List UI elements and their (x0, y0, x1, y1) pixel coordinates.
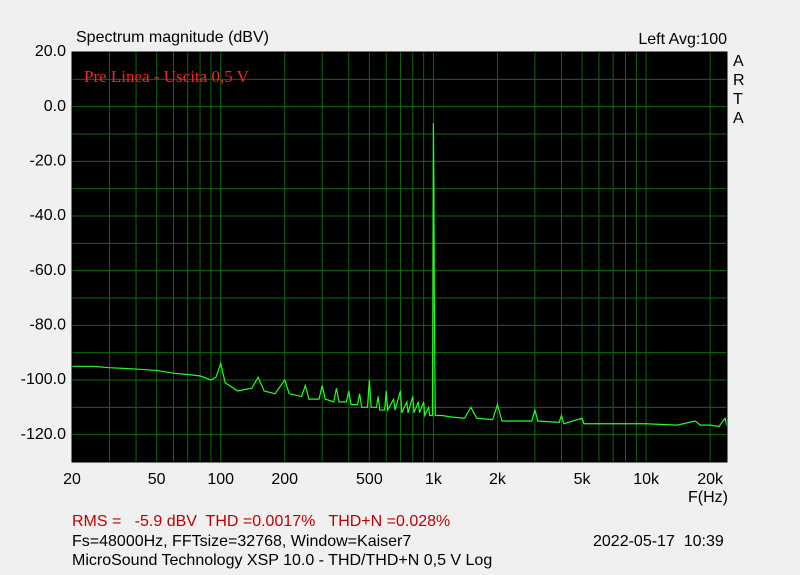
annotation: Pre Linea - Uscita 0,5 V (84, 67, 250, 86)
plot-area (72, 52, 727, 462)
x-tick-label: 20 (63, 471, 81, 488)
x-tick-label: 50 (148, 471, 166, 488)
y-tick-label: -60.0 (30, 262, 67, 279)
y-tick-label: -80.0 (30, 317, 67, 334)
stats: RMS = -5.9 dBV THD =0.0017% THD+N =0.028… (72, 513, 451, 530)
x-tick-label: 200 (271, 471, 298, 488)
channel-info: Left Avg:100 (638, 31, 727, 48)
x-tick-label: 10k (633, 471, 660, 488)
chart-title: Spectrum magnitude (dBV) (76, 29, 269, 46)
plot-frame (71, 51, 728, 463)
y-tick-label: 20.0 (35, 43, 66, 60)
x-tick-label: 500 (356, 471, 383, 488)
x-tick-label: 1k (425, 471, 443, 488)
y-tick-label: -120.0 (21, 426, 66, 443)
y-tick-label: -40.0 (30, 207, 67, 224)
x-axis-label: F(Hz) (688, 489, 728, 506)
x-tick-label: 20k (697, 471, 724, 488)
timestamp: 2022-05-17 10:39 (593, 533, 724, 550)
x-tick-label: 5k (574, 471, 592, 488)
brand: ARTA (733, 53, 745, 127)
x-tick-label: 2k (489, 471, 507, 488)
y-tick-label: 0.0 (44, 98, 66, 115)
x-tick-label: 100 (207, 471, 234, 488)
spectrum-line (72, 123, 728, 428)
software: MicroSound Technology XSP 10.0 - THD/THD… (72, 552, 493, 569)
y-tick-label: -20.0 (30, 153, 67, 170)
y-tick-label: -100.0 (21, 371, 66, 388)
settings: Fs=48000Hz, FFTsize=32768, Window=Kaiser… (72, 533, 412, 550)
